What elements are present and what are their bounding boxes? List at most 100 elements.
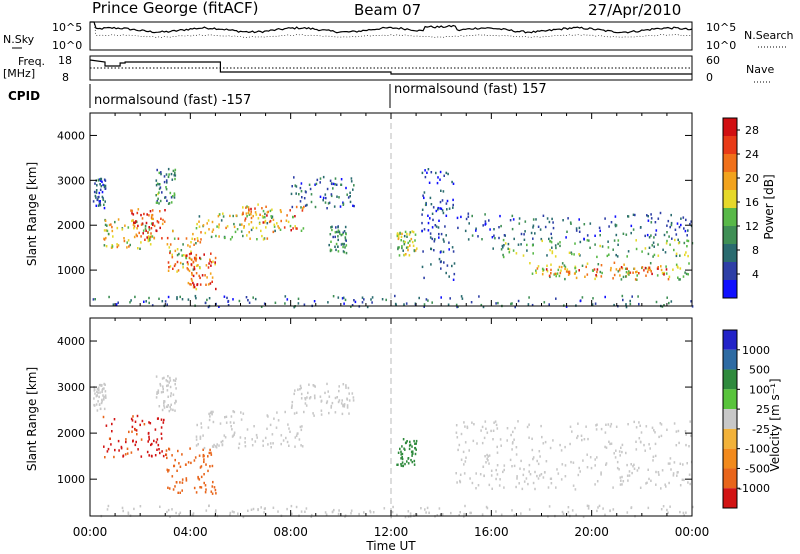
data-cell	[223, 295, 226, 298]
colorbar-swatch	[723, 349, 737, 370]
data-cell	[601, 245, 604, 248]
data-cell	[468, 449, 470, 452]
data-cell	[331, 510, 334, 514]
data-cell	[100, 401, 103, 405]
data-cell	[663, 304, 665, 307]
data-cell	[195, 438, 198, 441]
data-cell	[132, 439, 134, 442]
colorbar-tick-label: 24	[745, 148, 759, 161]
data-cell	[98, 395, 100, 399]
data-cell	[564, 267, 566, 271]
data-cell	[262, 221, 265, 224]
data-cell	[170, 196, 173, 199]
data-cell	[414, 446, 417, 450]
data-cell	[193, 283, 195, 286]
data-cell	[557, 268, 560, 272]
data-cell	[151, 455, 153, 458]
data-cell	[492, 247, 494, 250]
data-cell	[445, 271, 447, 275]
data-cell	[605, 463, 607, 466]
data-cell	[571, 252, 573, 256]
data-cell	[557, 242, 559, 246]
data-cell	[528, 463, 531, 467]
data-cell	[167, 261, 170, 264]
data-cell	[668, 275, 671, 278]
data-cell	[681, 478, 684, 481]
data-cell	[303, 205, 305, 209]
data-cell	[463, 472, 466, 475]
data-cell	[575, 227, 578, 230]
data-cell	[183, 254, 185, 257]
data-cell	[195, 272, 198, 275]
data-cell	[192, 260, 195, 264]
data-cell	[257, 217, 260, 220]
data-cell	[337, 226, 339, 229]
data-cell	[627, 215, 629, 218]
data-cell	[353, 184, 355, 187]
data-cell	[95, 196, 97, 199]
data-cell	[247, 509, 249, 512]
data-cell	[646, 233, 649, 237]
data-cell	[532, 252, 534, 255]
data-cell	[612, 486, 614, 489]
data-cell	[198, 220, 200, 223]
data-cell	[158, 171, 161, 175]
data-cell	[154, 428, 157, 431]
data-cell	[549, 248, 551, 252]
data-cell	[187, 263, 189, 266]
data-cell	[343, 405, 346, 408]
data-cell	[409, 239, 411, 243]
data-cell	[192, 268, 195, 271]
data-cell	[436, 514, 439, 517]
data-cell	[282, 439, 285, 442]
data-cell	[546, 264, 548, 267]
data-cell	[108, 223, 111, 227]
data-cell	[540, 237, 543, 241]
data-cell	[159, 226, 161, 230]
data-cell	[334, 396, 337, 400]
data-cell	[179, 295, 181, 299]
data-cell	[211, 492, 214, 495]
data-cell	[675, 252, 678, 255]
data-cell	[131, 212, 133, 215]
data-cell	[481, 513, 484, 516]
data-cell	[242, 234, 244, 238]
data-cell	[550, 232, 552, 236]
y-tick-label: 3000	[57, 174, 85, 187]
data-cell	[314, 205, 317, 209]
data-cell	[683, 227, 685, 230]
data-cell	[470, 511, 472, 515]
data-cell	[520, 459, 522, 463]
data-cell	[134, 443, 137, 447]
data-cell	[440, 267, 442, 270]
data-cell	[159, 210, 161, 213]
data-cell	[190, 252, 192, 255]
data-cell	[620, 446, 622, 449]
data-cell	[411, 230, 414, 233]
data-cell	[141, 217, 144, 220]
data-cell	[300, 444, 302, 447]
data-cell	[138, 231, 140, 235]
data-cell	[426, 171, 428, 174]
data-cell	[619, 274, 621, 277]
data-cell	[536, 459, 538, 463]
data-cell	[532, 481, 535, 485]
data-cell	[594, 458, 596, 461]
data-cell	[495, 510, 497, 513]
data-cell	[657, 243, 659, 246]
data-cell	[140, 455, 143, 458]
data-cell	[338, 399, 341, 402]
data-cell	[345, 386, 347, 389]
data-cell	[465, 217, 468, 221]
data-cell	[545, 460, 548, 463]
velocity-y-label: Slant Range [km]	[25, 367, 39, 471]
data-cell	[214, 261, 216, 264]
data-cell	[264, 436, 267, 440]
data-cell	[131, 209, 133, 212]
data-cell	[449, 297, 451, 300]
data-cell	[95, 189, 98, 192]
data-cell	[583, 223, 586, 226]
data-cell	[167, 404, 169, 407]
data-cell	[600, 427, 603, 431]
data-cell	[224, 236, 226, 239]
